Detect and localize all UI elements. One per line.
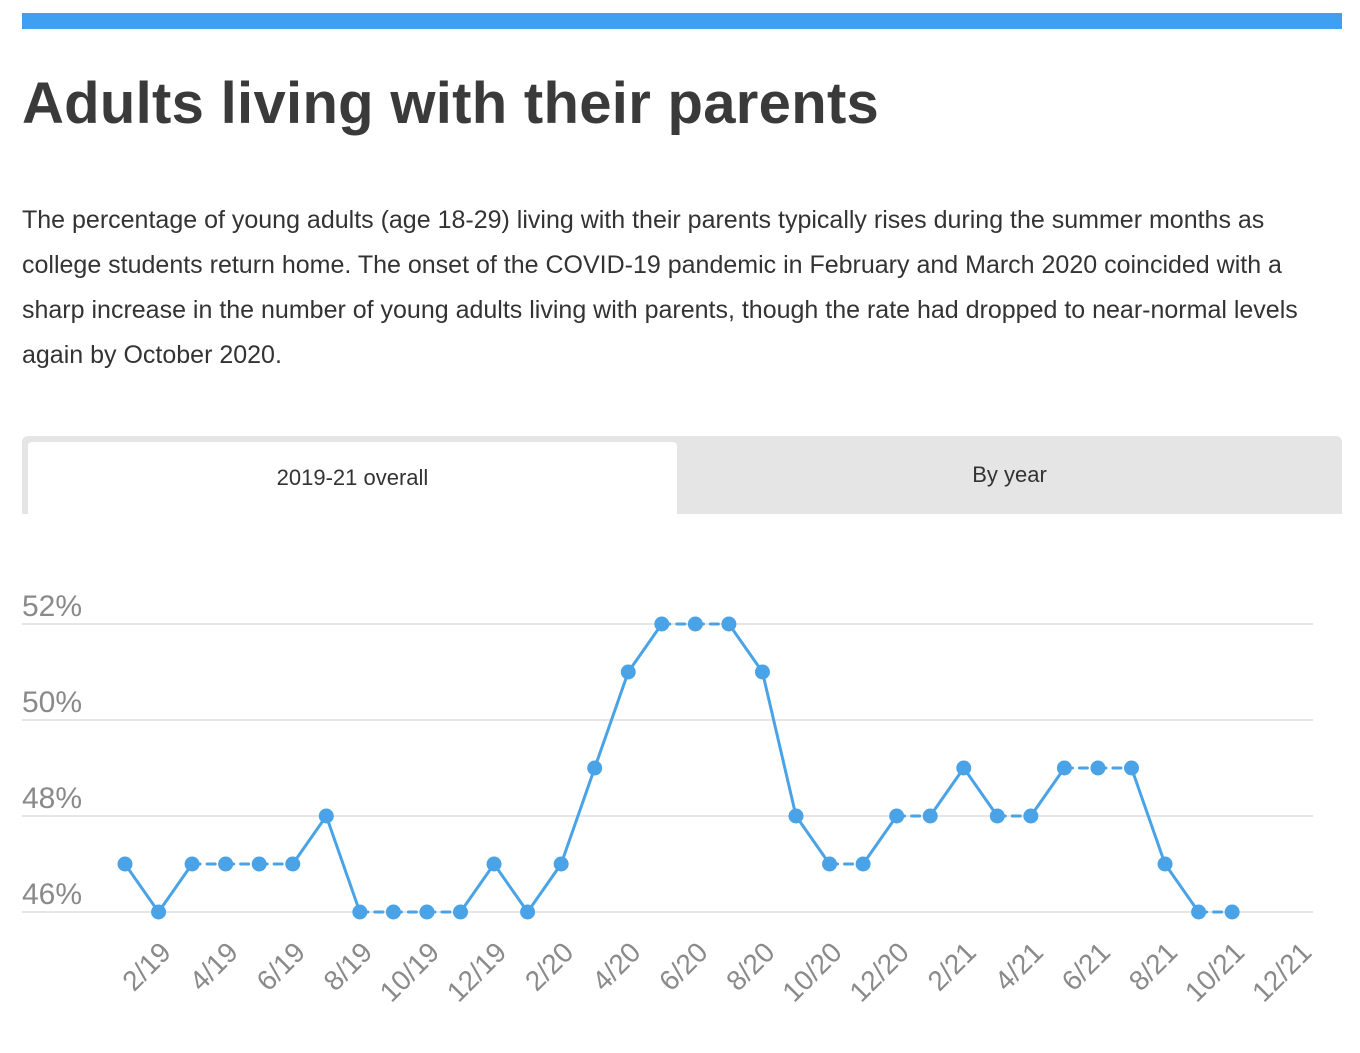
series-segment [1163,862,1201,914]
series-segment [1029,766,1066,818]
data-point [117,856,133,872]
data-point [1056,760,1072,776]
data-point [654,616,670,632]
x-tick-label: 8/19 [318,936,378,996]
series-segment [928,766,966,818]
data-point [151,904,167,920]
x-tick-label: 2/19 [116,936,176,996]
series-segment [157,862,194,914]
series-segment [593,670,630,770]
data-point [754,664,770,680]
series-segment [123,862,161,914]
data-point [1191,904,1207,920]
y-tick-label: 52% [22,590,82,623]
y-tick-label: 48% [22,782,82,815]
data-point [1224,904,1240,920]
data-point [318,808,334,824]
data-point [1124,760,1139,776]
data-point [822,856,838,872]
data-point [385,904,401,920]
data-point [620,664,636,680]
x-tick-label: 4/19 [183,936,243,996]
data-point [285,856,301,872]
page-title: Adults living with their parents [22,71,880,136]
x-tick-label: 8/21 [1123,936,1183,996]
data-point [989,808,1005,824]
series-segment [324,814,362,914]
data-point [419,904,435,920]
x-tick-label: 8/20 [720,936,780,996]
x-tick-label: 12/20 [843,936,914,1007]
line-chart: 52% 50% 48% 46% 2/19 4/19 6/19 8/19 10/19 12/19 2/… [0,514,1360,1048]
data-point [520,904,536,920]
series-segment [794,814,832,866]
series-segment [559,766,597,866]
data-point [587,760,603,776]
data-point [251,856,267,872]
x-tick-label: 10/20 [776,936,847,1007]
data-point [922,808,938,824]
x-tick-label: 4/21 [989,936,1049,996]
series-segment [962,766,999,818]
tab-by-year[interactable]: By year [972,462,1047,487]
data-point [956,760,972,776]
series-segment [727,622,764,674]
accent-bar [22,13,1342,29]
data-point [721,616,737,632]
data-point [855,856,871,872]
x-tick-label: 2/21 [922,936,982,996]
x-tick-label: 12/21 [1246,936,1317,1007]
series-segment [861,814,899,866]
x-tick-label: 6/21 [1056,936,1116,996]
data-point [486,856,502,872]
data-point [352,904,368,920]
x-tick-label: 12/19 [441,936,512,1007]
series-segment [492,862,530,914]
y-tick-label: 50% [22,686,82,719]
data-point [1157,856,1173,872]
x-tick-label: 10/19 [374,936,445,1007]
series-segment [626,622,664,674]
data-point [889,808,905,824]
series-segment [1130,766,1167,866]
data-point [687,616,703,632]
data-point [184,856,200,872]
series-segment [526,862,563,914]
y-tick-label: 46% [22,878,82,911]
series-segment [760,670,798,818]
data-point [1023,808,1039,824]
x-tick-label: 2/20 [519,936,579,996]
x-tick-label: 6/20 [653,936,713,996]
data-point [553,856,569,872]
series-segment [459,862,496,914]
data-point [1090,760,1106,776]
x-tick-label: 4/20 [586,936,646,996]
data-point [218,856,234,872]
data-point [453,904,468,920]
series-segment [291,814,328,866]
x-tick-label: 10/21 [1179,936,1250,1007]
chart-tabs: 2019-21 overall By year [22,436,1342,514]
x-tick-label: 6/19 [251,936,311,996]
intro-paragraph: The percentage of young adults (age 18-2… [22,206,1298,369]
tab-overall[interactable]: 2019-21 overall [28,442,677,514]
data-point [788,808,804,824]
